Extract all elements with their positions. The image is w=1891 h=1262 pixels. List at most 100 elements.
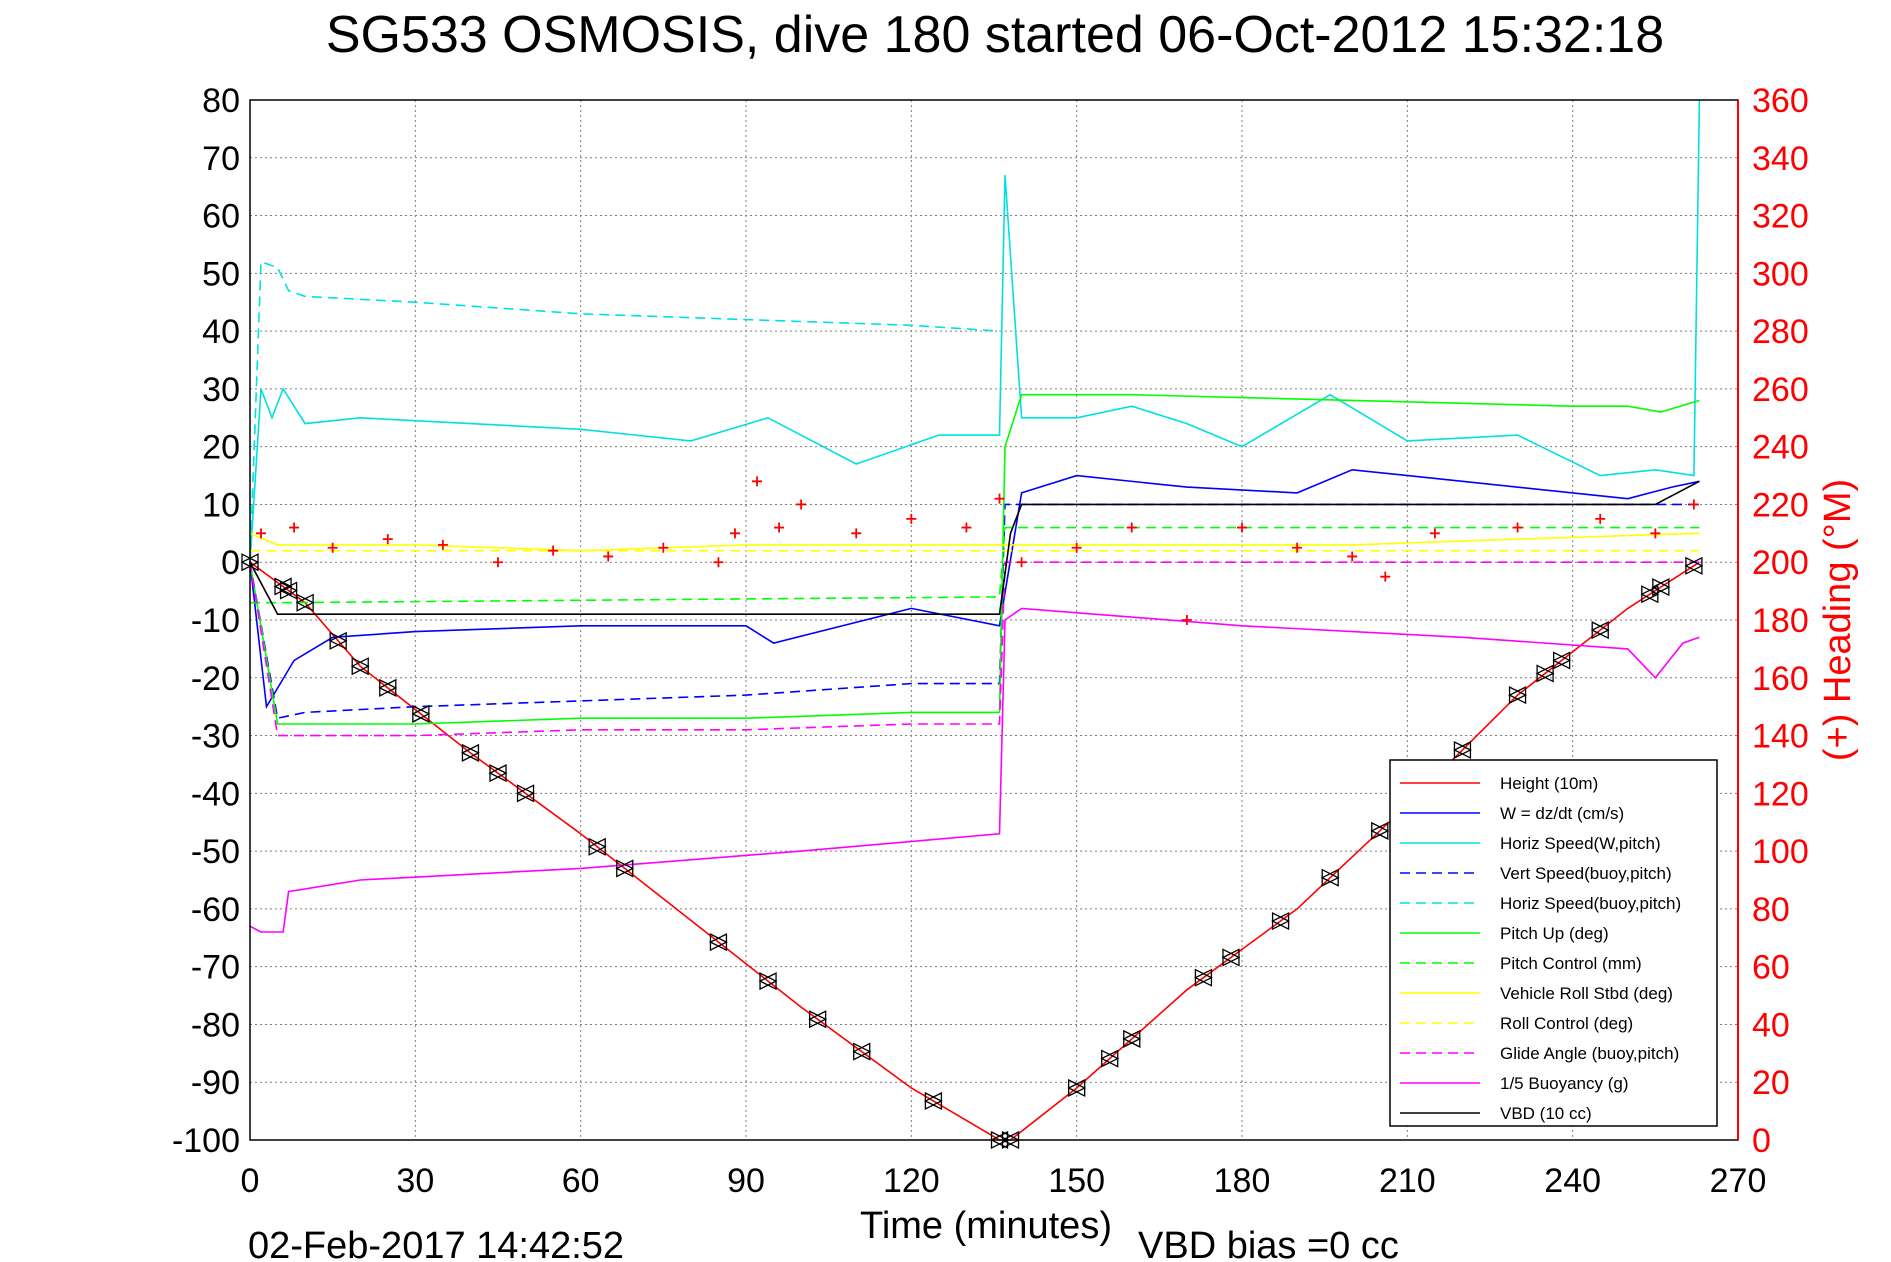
series-line-9 [249,561,1700,737]
heading-point [1126,522,1137,533]
y-tick-label: -10 [191,602,240,640]
height-marker-left [1651,578,1670,597]
y-right-tick-label: 240 [1752,429,1809,467]
y-tick-label: -100 [172,1122,240,1160]
height-marker-left [378,678,397,697]
heading-point [658,542,669,553]
legend: Height (10m) W = dz/dt (cm/s) Horiz Speed(… [1389,759,1718,1127]
heading-point [1429,528,1440,539]
height-marker-left [488,764,507,783]
height-marker-left [1221,948,1240,967]
y-tick-label: 30 [202,371,240,409]
heading-point [1688,499,1699,510]
legend-box [1389,759,1718,1127]
y-tick-label: -60 [191,891,240,929]
height-marker-left [1535,664,1554,683]
y-right-tick-label: 20 [1752,1064,1790,1102]
legend-label-7: Vehicle Roll Stbd (deg) [1500,984,1673,1003]
legend-label-3: Vert Speed(buoy,pitch) [1500,864,1672,883]
height-marker-left [1067,1078,1086,1098]
height-marker-left [1193,968,1213,987]
y-right-tick-label: 180 [1752,602,1809,640]
x-tick-label: 210 [1379,1162,1436,1200]
y-tick-label: -20 [191,660,240,698]
legend-label-1: W = dz/dt (cm/s) [1500,804,1624,823]
heading-point [961,522,972,533]
y-right-tick-label: 280 [1752,313,1809,351]
height-marker-left [1271,911,1290,931]
y-right-tick-label: 60 [1752,949,1790,987]
height-marker-left [758,972,777,991]
heading-point [1512,522,1523,533]
heading-point [1595,513,1606,524]
x-tick-label: 30 [396,1162,434,1200]
heading-point [289,522,300,533]
heading-point [437,539,448,550]
series-group [249,99,1701,1141]
x-tick-label: 150 [1048,1162,1105,1200]
y-right-tick-label: 40 [1752,1006,1790,1044]
y-tick-label: 70 [202,140,240,178]
height-marker-left [1370,821,1389,840]
x-tick-label: 240 [1544,1162,1601,1200]
x-tick-label: 60 [562,1162,600,1200]
heading-point [382,534,393,545]
legend-label-9: Glide Angle (buoy,pitch) [1500,1044,1679,1063]
heading-point [1016,557,1027,568]
y-tick-label: -40 [191,775,240,813]
y-tick-label: 40 [202,313,240,351]
y-right-tick-label: 220 [1752,486,1809,524]
heading-point [796,499,807,510]
height-marker-left [328,631,347,650]
heading-point [548,545,559,556]
y-tick-labels: 80 70 60 50 40 30 20 10 0 -10 -20 -30 -40 -50 -60 -70 -8… [172,82,240,1160]
heading-point [1347,551,1358,562]
y-tick-label: 80 [202,82,240,120]
height-marker-left [615,859,634,878]
footer-timestamp: 02-Feb-2017 14:42:52 [248,1225,624,1262]
height-marker-left [1100,1049,1119,1068]
series-line-1 [249,468,1700,710]
heading-point [906,513,917,524]
height-marker-left [1452,740,1472,760]
y-right-tick-label: 260 [1752,371,1809,409]
legend-label-5: Pitch Up (deg) [1500,924,1609,943]
y-right-tick-label: 200 [1752,544,1809,582]
x-tick-label: 180 [1214,1162,1271,1200]
series-line-2 [249,99,1701,563]
legend-label-4: Horiz Speed(buoy,pitch) [1500,894,1681,913]
y-right-tick-label: 300 [1752,255,1809,293]
y-tick-label: -70 [191,949,240,987]
heading-point [1071,542,1082,553]
y-tick-label: 50 [202,255,240,293]
height-marker-left [708,933,728,952]
y-right-tick-label: 160 [1752,660,1809,698]
height-marker-left [1552,651,1571,670]
heading-point [493,557,503,568]
height-marker-left [279,581,298,600]
heading-point [729,528,740,539]
y-right-axis-label: (+) Heading (°M) [1817,479,1859,761]
legend-label-10: 1/5 Buoyancy (g) [1500,1074,1629,1093]
series-line-3 [249,503,1700,720]
footer-vbd-bias: VBD bias =0 cc [1138,1225,1399,1262]
series-line-11 [249,480,1700,616]
y-tick-label: 20 [202,429,240,467]
x-tick-labels: 0 30 60 90 120 150 180 210 240 270 [241,1162,1767,1200]
height-marker-left [411,704,430,723]
chart-title: SG533 OSMOSIS, dive 180 started 06-Oct-2… [326,6,1664,64]
heading-point [774,522,785,533]
legend-label-2: Horiz Speed(W,pitch) [1500,834,1661,853]
legend-label-8: Roll Control (deg) [1500,1014,1633,1033]
x-tick-label: 0 [241,1162,260,1200]
x-axis-label: Time (minutes) [860,1205,1112,1247]
heading-point [256,528,267,539]
y-right-tick-label: 120 [1752,775,1809,813]
heading-point [851,528,862,539]
heading-point [1237,522,1247,533]
height-marker-left [273,577,292,596]
height-marker-left [923,1091,943,1111]
legend-label-0: Height (10m) [1500,774,1598,793]
height-marker-left [1640,585,1659,604]
